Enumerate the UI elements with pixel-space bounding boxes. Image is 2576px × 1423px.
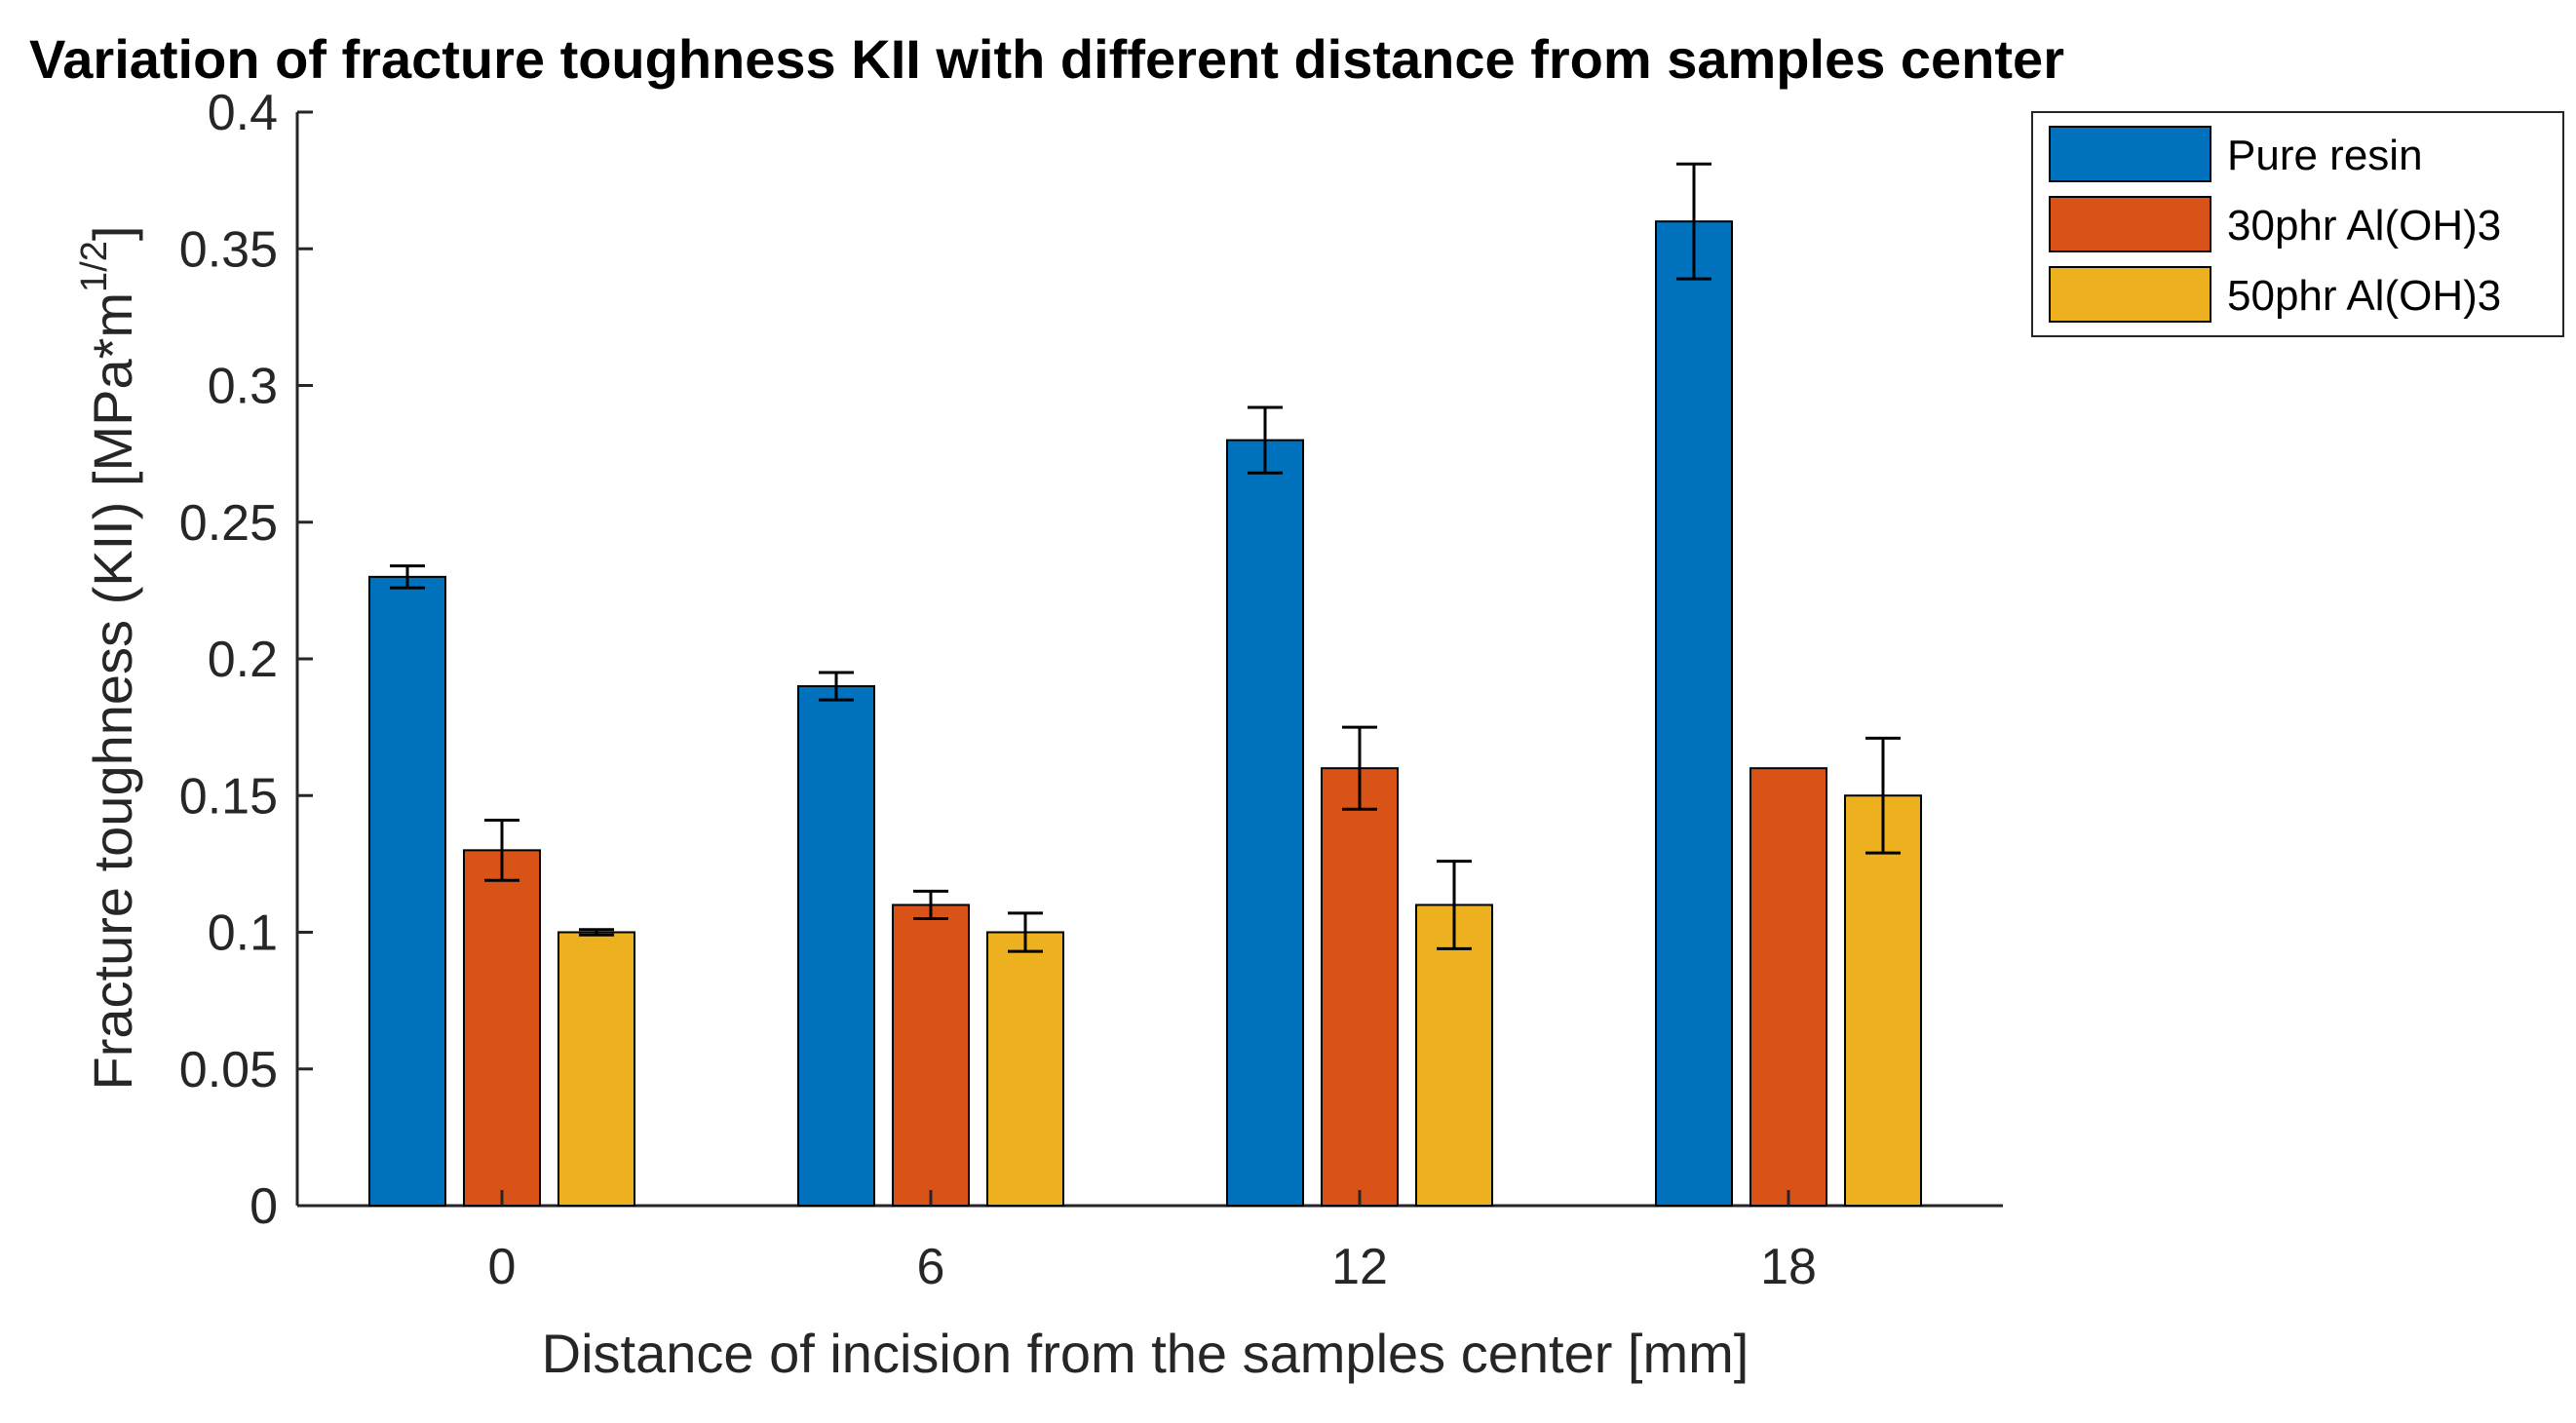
- y-axis-label-main: Fracture toughness (KII) [MPa*m: [82, 292, 143, 1091]
- x-tick-label: 18: [1760, 1239, 1817, 1295]
- bar: [1226, 439, 1304, 1208]
- chart-title: Variation of fracture toughness KII with…: [29, 28, 2064, 90]
- error-bar: [390, 564, 425, 590]
- error-bar: [1676, 162, 1711, 281]
- error-bar: [1248, 405, 1283, 475]
- y-axis-label-end: ]: [82, 226, 143, 242]
- bar: [1415, 904, 1493, 1207]
- error-bar: [819, 671, 854, 702]
- bar: [1655, 220, 1733, 1207]
- y-tick-label: 0.05: [179, 1042, 278, 1098]
- bar: [986, 931, 1064, 1207]
- error-bar: [1008, 911, 1043, 953]
- y-tick-label: 0.15: [179, 768, 278, 825]
- y-tick-label: 0: [250, 1178, 278, 1235]
- error-bar: [1437, 860, 1472, 950]
- y-tick-label: 0.3: [208, 359, 278, 415]
- x-tick-label: 12: [1331, 1239, 1388, 1295]
- y-axis-label: Fracture toughness (KII) [MPa*m1/2]: [74, 226, 143, 1091]
- x-tick-label: 0: [488, 1239, 517, 1295]
- x-axis-label: Distance of incision from the samples ce…: [542, 1323, 1749, 1384]
- error-bar: [1865, 736, 1901, 855]
- bar: [1749, 767, 1827, 1207]
- x-ticks: 0 6 12 18: [488, 1190, 1817, 1295]
- x-tick-label: 6: [917, 1239, 945, 1295]
- y-tick-label: 0.2: [208, 632, 278, 688]
- bar-marks: [368, 162, 1922, 1208]
- legend-label: Pure resin: [2227, 132, 2423, 179]
- y-axis-label-superscript: 1/2: [74, 241, 115, 292]
- y-tick-label: 0.35: [179, 221, 278, 278]
- bar: [368, 575, 446, 1207]
- legend: Pure resin 30phr Al(OH)3 50phr Al(OH)3: [2031, 111, 2564, 337]
- legend-swatch: [2049, 126, 2211, 182]
- y-tick-label: 0.1: [208, 905, 278, 962]
- bar: [797, 685, 875, 1207]
- y-tick-label: 0.25: [179, 495, 278, 552]
- legend-label: 30phr Al(OH)3: [2227, 202, 2501, 250]
- error-bar: [579, 928, 614, 937]
- error-bar: [484, 818, 519, 882]
- legend-label: 50phr Al(OH)3: [2227, 272, 2501, 320]
- error-bar: [1342, 725, 1377, 811]
- bar: [1321, 767, 1399, 1207]
- legend-swatch: [2049, 196, 2211, 252]
- legend-items: Pure resin 30phr Al(OH)3 50phr Al(OH)3: [2049, 126, 2501, 323]
- y-ticks: 0 0.05 0.1 0.15 0.2 0.25 0.3 0.35 0.4: [179, 85, 313, 1235]
- error-bar: [913, 889, 948, 920]
- bar: [892, 904, 970, 1207]
- y-tick-label: 0.4: [208, 85, 278, 141]
- legend-swatch: [2049, 266, 2211, 323]
- bar: [463, 849, 541, 1207]
- bar: [557, 931, 635, 1207]
- bar: [1844, 794, 1922, 1207]
